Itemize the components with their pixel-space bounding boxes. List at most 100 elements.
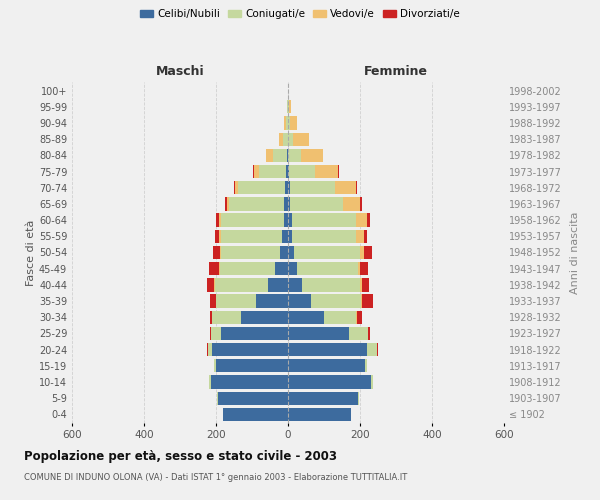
Bar <box>288 408 351 421</box>
Bar <box>266 148 288 162</box>
Bar <box>288 359 365 372</box>
Bar <box>214 359 288 372</box>
Bar <box>241 310 288 324</box>
Bar <box>288 165 289 178</box>
Bar <box>288 392 359 405</box>
Bar <box>288 408 351 421</box>
Bar <box>288 392 358 405</box>
Bar <box>221 327 288 340</box>
Bar <box>288 132 308 146</box>
Bar <box>288 408 351 421</box>
Bar <box>288 132 308 146</box>
Bar <box>227 198 288 210</box>
Bar <box>219 262 288 276</box>
Bar <box>209 376 288 388</box>
Bar <box>234 181 288 194</box>
Bar <box>288 148 323 162</box>
Bar <box>288 376 373 388</box>
Bar <box>288 278 362 291</box>
Bar <box>288 148 301 162</box>
Bar <box>288 246 295 259</box>
Bar <box>288 294 373 308</box>
Bar <box>210 327 288 340</box>
Bar <box>216 214 288 227</box>
Bar <box>288 198 343 210</box>
Bar <box>288 310 357 324</box>
Bar <box>212 310 288 324</box>
Bar <box>288 278 360 291</box>
Bar <box>288 376 373 388</box>
Bar <box>288 278 369 291</box>
Bar <box>253 165 288 178</box>
Bar <box>288 343 377 356</box>
Bar <box>288 181 335 194</box>
Bar <box>288 165 339 178</box>
Bar <box>288 262 297 276</box>
Bar <box>254 165 288 178</box>
Bar <box>214 359 288 372</box>
Bar <box>288 198 362 210</box>
Bar <box>214 359 288 372</box>
Bar <box>279 132 288 146</box>
Bar <box>288 116 297 130</box>
Bar <box>288 246 364 259</box>
Bar <box>284 198 288 210</box>
Bar <box>288 262 368 276</box>
Bar <box>288 148 323 162</box>
Bar <box>213 246 288 259</box>
Bar <box>288 214 367 227</box>
Bar <box>288 214 292 227</box>
Bar <box>275 262 288 276</box>
Bar <box>288 327 368 340</box>
Legend: Celibi/Nubili, Coniugati/e, Vedovi/e, Divorziati/e: Celibi/Nubili, Coniugati/e, Vedovi/e, Di… <box>136 5 464 24</box>
Bar <box>216 294 288 308</box>
Bar <box>288 327 349 340</box>
Bar <box>288 343 378 356</box>
Bar <box>220 246 288 259</box>
Bar <box>288 246 371 259</box>
Bar <box>288 181 356 194</box>
Bar <box>212 343 288 356</box>
Bar <box>288 165 338 178</box>
Bar <box>288 132 293 146</box>
Bar <box>229 198 288 210</box>
Bar <box>288 116 290 130</box>
Bar <box>288 230 356 243</box>
Bar <box>208 343 288 356</box>
Text: Maschi: Maschi <box>155 64 205 78</box>
Bar <box>283 132 288 146</box>
Bar <box>288 262 358 276</box>
Bar <box>223 408 288 421</box>
Bar <box>288 294 362 308</box>
Bar <box>288 327 368 340</box>
Bar <box>288 343 377 356</box>
Bar <box>288 310 362 324</box>
Bar <box>220 262 288 276</box>
Y-axis label: Fasce di età: Fasce di età <box>26 220 36 286</box>
Bar <box>288 359 367 372</box>
Bar <box>209 376 288 388</box>
Bar <box>285 181 288 194</box>
Bar <box>288 198 361 210</box>
Bar <box>216 359 288 372</box>
Bar <box>280 246 288 259</box>
Bar <box>208 343 288 356</box>
Bar <box>215 230 288 243</box>
Bar <box>215 294 288 308</box>
Bar <box>268 278 288 291</box>
Bar <box>223 408 288 421</box>
Bar <box>288 359 367 372</box>
Bar <box>288 198 290 210</box>
Bar <box>217 392 288 405</box>
Bar <box>259 165 288 178</box>
Text: Femmine: Femmine <box>364 64 428 78</box>
Bar <box>209 376 288 388</box>
Bar <box>288 246 360 259</box>
Bar <box>210 310 288 324</box>
Bar <box>287 100 288 114</box>
Bar <box>219 214 288 227</box>
Bar <box>287 100 288 114</box>
Bar <box>282 230 288 243</box>
Bar <box>288 230 364 243</box>
Bar <box>218 392 288 405</box>
